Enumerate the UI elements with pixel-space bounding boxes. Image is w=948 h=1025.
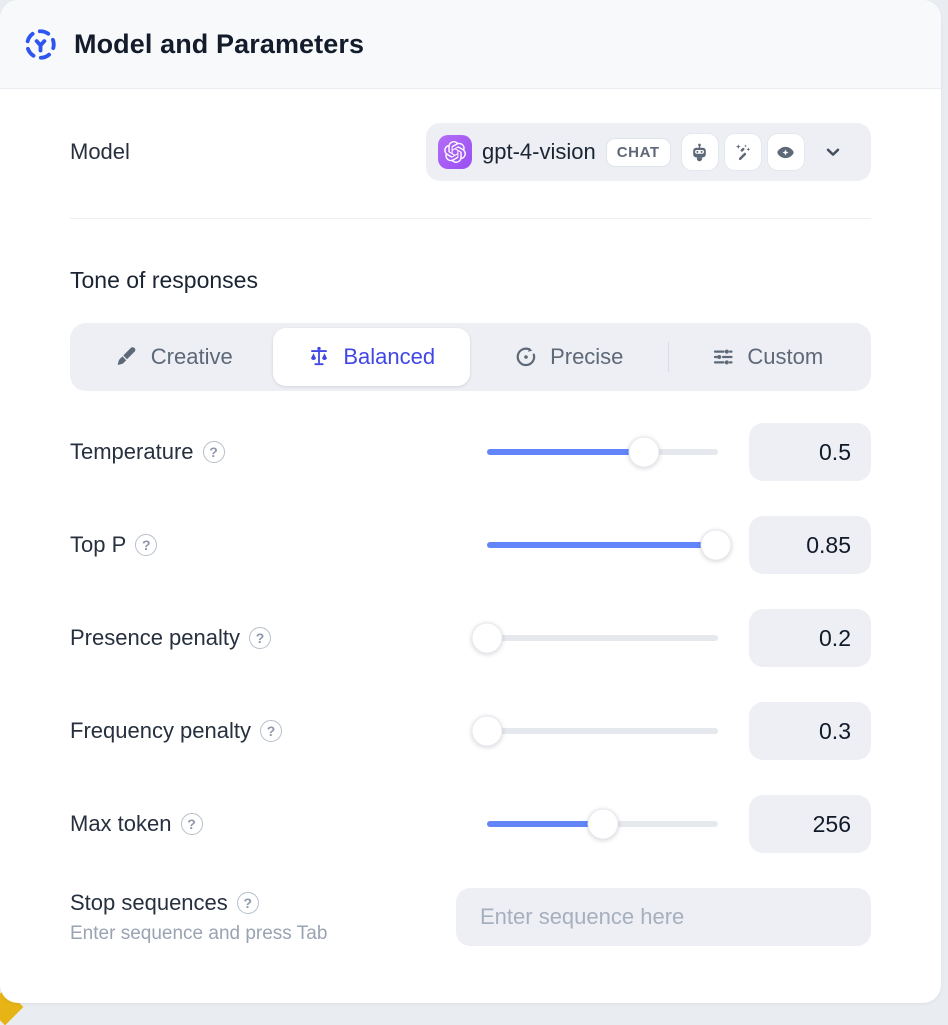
max-token-slider[interactable] — [487, 808, 718, 840]
tone-option-label: Custom — [747, 344, 824, 369]
model-label: Model — [70, 139, 130, 164]
magic-wand-icon — [723, 133, 762, 171]
temperature-label: Temperature — [70, 439, 194, 464]
capability-badges — [680, 133, 805, 171]
param-row-top-p: Top P ? 0.85 — [70, 516, 871, 574]
help-icon[interactable]: ? — [180, 813, 203, 835]
top-p-label: Top P — [70, 532, 127, 557]
tone-option-balanced[interactable]: Balanced — [272, 328, 470, 386]
param-row-max-token: Max token ? 256 — [70, 795, 871, 853]
param-row-presence-penalty: Presence penalty ? 0.2 — [70, 609, 871, 667]
slider-thumb[interactable] — [700, 529, 732, 561]
panel-header: Model and Parameters — [0, 0, 941, 89]
model-parameters-panel: Model and Parameters Model gpt-4-vision … — [0, 0, 941, 1003]
paintbrush-icon — [117, 347, 136, 366]
tone-option-label: Precise — [550, 344, 624, 369]
model-hub-icon — [22, 26, 59, 63]
slider-fill — [487, 542, 716, 548]
top-p-value[interactable]: 0.85 — [749, 516, 871, 574]
tone-option-creative[interactable]: Creative — [75, 328, 273, 386]
help-icon[interactable]: ? — [135, 534, 158, 556]
openai-logo-icon — [438, 135, 472, 169]
tone-heading: Tone of responses — [70, 267, 258, 293]
tone-option-custom[interactable]: Custom — [669, 328, 867, 386]
slider-thumb[interactable] — [471, 622, 503, 654]
help-icon[interactable]: ? — [249, 627, 271, 649]
vision-eye-icon — [766, 133, 805, 171]
help-icon[interactable]: ? — [236, 891, 259, 914]
help-icon[interactable]: ? — [202, 441, 225, 463]
frequency-penalty-slider[interactable] — [471, 715, 718, 747]
model-row: Model gpt-4-vision CHAT — [70, 123, 871, 181]
presence-penalty-slider[interactable] — [471, 622, 718, 654]
slider-thumb[interactable] — [587, 808, 618, 840]
target-icon — [516, 347, 536, 367]
frequency-penalty-value[interactable]: 0.3 — [749, 702, 871, 760]
tone-option-label: Creative — [150, 344, 233, 369]
model-type-badge: CHAT — [605, 137, 671, 167]
tone-segmented-control: Creative Balanced Pre — [70, 323, 871, 391]
param-row-temperature: Temperature ? 0.5 — [70, 423, 871, 481]
sliders-icon — [714, 349, 733, 365]
robot-icon — [680, 133, 719, 171]
max-token-value[interactable]: 256 — [749, 795, 871, 853]
help-icon[interactable]: ? — [260, 720, 282, 742]
param-row-frequency-penalty: Frequency penalty ? 0.3 — [70, 702, 871, 760]
slider-fill — [487, 821, 603, 827]
top-p-slider[interactable] — [487, 529, 732, 561]
selected-model-name: gpt-4-vision — [482, 139, 596, 164]
tone-option-label: Balanced — [343, 344, 436, 369]
tone-option-precise[interactable]: Precise — [470, 328, 668, 386]
stop-sequences-label: Stop sequences — [70, 889, 228, 915]
slider-thumb[interactable] — [471, 715, 503, 747]
balance-scale-icon — [311, 346, 328, 366]
presence-penalty-value[interactable]: 0.2 — [749, 609, 871, 667]
model-select[interactable]: gpt-4-vision CHAT — [426, 123, 871, 181]
segment-divider — [667, 342, 669, 372]
stop-sequences-row: Stop sequences ? Enter sequence and pres… — [70, 888, 871, 946]
slider-thumb[interactable] — [628, 436, 660, 468]
stop-sequences-helper: Enter sequence and press Tab — [70, 922, 328, 944]
section-divider — [70, 218, 871, 219]
slider-track[interactable] — [487, 635, 718, 641]
chevron-down-icon — [821, 140, 845, 164]
frequency-penalty-label: Frequency penalty — [70, 718, 251, 743]
temperature-value[interactable]: 0.5 — [749, 423, 871, 481]
temperature-slider[interactable] — [487, 436, 718, 468]
slider-track[interactable] — [487, 728, 718, 734]
stop-sequence-input[interactable] — [456, 888, 871, 946]
max-token-label: Max token — [70, 811, 172, 836]
presence-penalty-label: Presence penalty — [70, 625, 240, 650]
slider-fill — [487, 449, 645, 455]
panel-title: Model and Parameters — [74, 28, 365, 59]
